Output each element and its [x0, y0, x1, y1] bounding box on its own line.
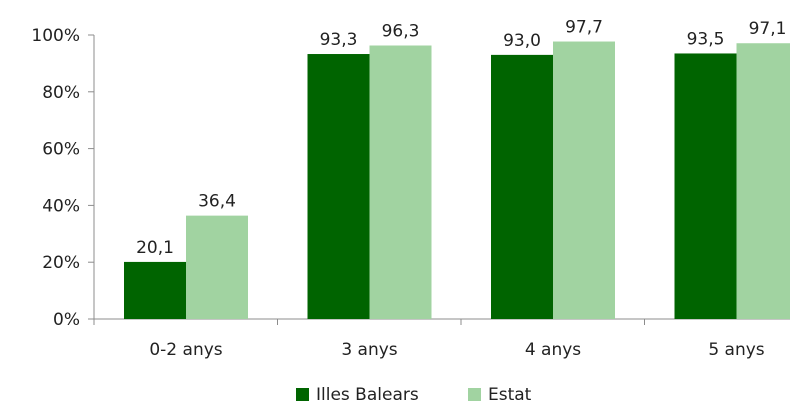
x-tick-label: 5 anys — [708, 340, 764, 360]
y-axis: 0% 20% 40% 60% 80% 100% — [31, 26, 95, 330]
data-label: 93,3 — [320, 30, 358, 50]
x-tick-label: 4 anys — [525, 340, 581, 360]
data-label: 97,7 — [565, 18, 603, 38]
y-tick-label: 60% — [42, 140, 80, 160]
y-tick-label: 40% — [42, 196, 80, 216]
bar — [674, 53, 737, 320]
x-tick-label: 3 anys — [341, 340, 397, 360]
x-axis: 0-2 anys 3 anys 4 anys 5 anys — [93, 318, 790, 360]
legend-swatch — [296, 388, 309, 401]
y-tick-label: 80% — [42, 83, 80, 103]
bar — [124, 261, 186, 319]
bar — [307, 54, 370, 319]
data-label: 93,0 — [503, 31, 541, 51]
legend-swatch — [468, 388, 481, 401]
data-label: 20,1 — [136, 238, 174, 258]
bar — [736, 43, 790, 320]
y-tick-label: 100% — [31, 26, 80, 46]
bars — [124, 41, 790, 320]
bar — [491, 54, 553, 319]
x-tick-label: 0-2 anys — [149, 340, 222, 360]
legend: Illes Balears Estat — [296, 385, 532, 403]
bar — [186, 215, 248, 319]
data-labels: 20,1 93,3 93,0 93,5 36,4 96,3 97,7 97,1 — [136, 18, 786, 258]
bar — [369, 45, 432, 320]
bar — [553, 41, 615, 319]
legend-label: Illes Balears — [316, 385, 419, 403]
data-label: 93,5 — [687, 29, 725, 49]
y-tick-label: 0% — [53, 310, 80, 330]
legend-label: Estat — [488, 385, 532, 403]
data-label: 97,1 — [749, 19, 787, 39]
data-label: 36,4 — [198, 192, 236, 212]
data-label: 96,3 — [382, 22, 420, 42]
y-tick-label: 20% — [42, 253, 80, 273]
